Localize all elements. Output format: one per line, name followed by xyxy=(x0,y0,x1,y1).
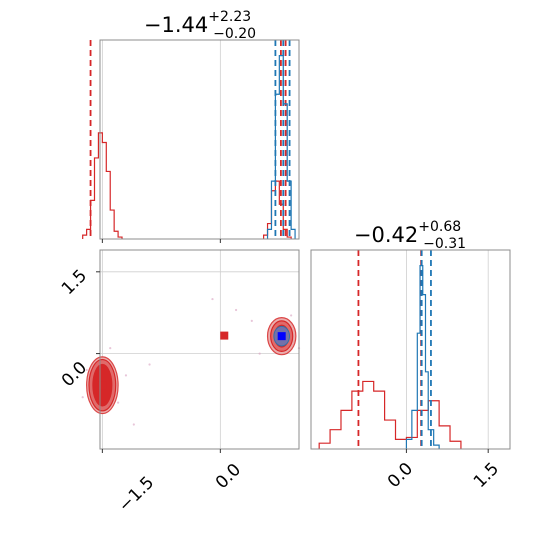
title-param0-median: −1.44 xyxy=(144,13,208,37)
x0-ticklabel-1: 0.0 xyxy=(212,460,245,493)
joint-sample-point-8 xyxy=(258,352,261,355)
hist1-series1 xyxy=(405,265,440,449)
joint-sample-point-10 xyxy=(109,347,112,350)
hist-param0-panel xyxy=(82,39,300,243)
joint-red-marker-left xyxy=(98,381,107,390)
title-param0: −1.44+2.23 −0.20 xyxy=(144,9,256,42)
title-param0-minus: −0.20 xyxy=(213,26,256,42)
hist0-series0 xyxy=(82,132,123,239)
joint-sample-point-3 xyxy=(81,396,84,399)
y1-ticklabel-0: 1.5 xyxy=(58,266,91,299)
hist-param0-frame xyxy=(99,39,300,240)
joint-sample-point-6 xyxy=(250,319,253,322)
joint-sample-point-4 xyxy=(148,363,151,366)
x1-ticklabel-0: 0.0 xyxy=(384,459,417,492)
joint-sample-point-12 xyxy=(234,308,238,312)
joint-sample-point-2 xyxy=(124,374,128,377)
tick-labels: −1.5 0.0 1.5 0.0 0.0 1.5 xyxy=(58,266,503,516)
title-param0-plus: +2.23 xyxy=(208,9,251,25)
title-param1-plus: +0.68 xyxy=(418,219,461,235)
joint-sample-point-5 xyxy=(211,297,214,301)
title-param1-median: −0.42 xyxy=(354,223,418,247)
x1-ticklabel-1: 1.5 xyxy=(470,459,503,492)
joint-sample-point-9 xyxy=(132,423,135,426)
joint-blue-marker xyxy=(277,332,286,341)
joint-sample-point-0 xyxy=(85,368,88,372)
hist-param1-frame xyxy=(310,249,511,450)
joint-sample-point-11 xyxy=(290,314,293,317)
joint-red-marker xyxy=(220,331,229,340)
hist-param1-panel xyxy=(310,249,511,453)
title-param1-minus: −0.31 xyxy=(423,236,466,252)
joint-sample-point-1 xyxy=(116,401,120,404)
joint-panel xyxy=(81,249,301,453)
joint-frame xyxy=(99,249,300,450)
title-param1: −0.42+0.68 −0.31 xyxy=(354,219,466,252)
hist1-series0 xyxy=(318,380,462,449)
x0-ticklabel-0: −1.5 xyxy=(115,473,158,516)
hist0-series1 xyxy=(266,55,296,239)
